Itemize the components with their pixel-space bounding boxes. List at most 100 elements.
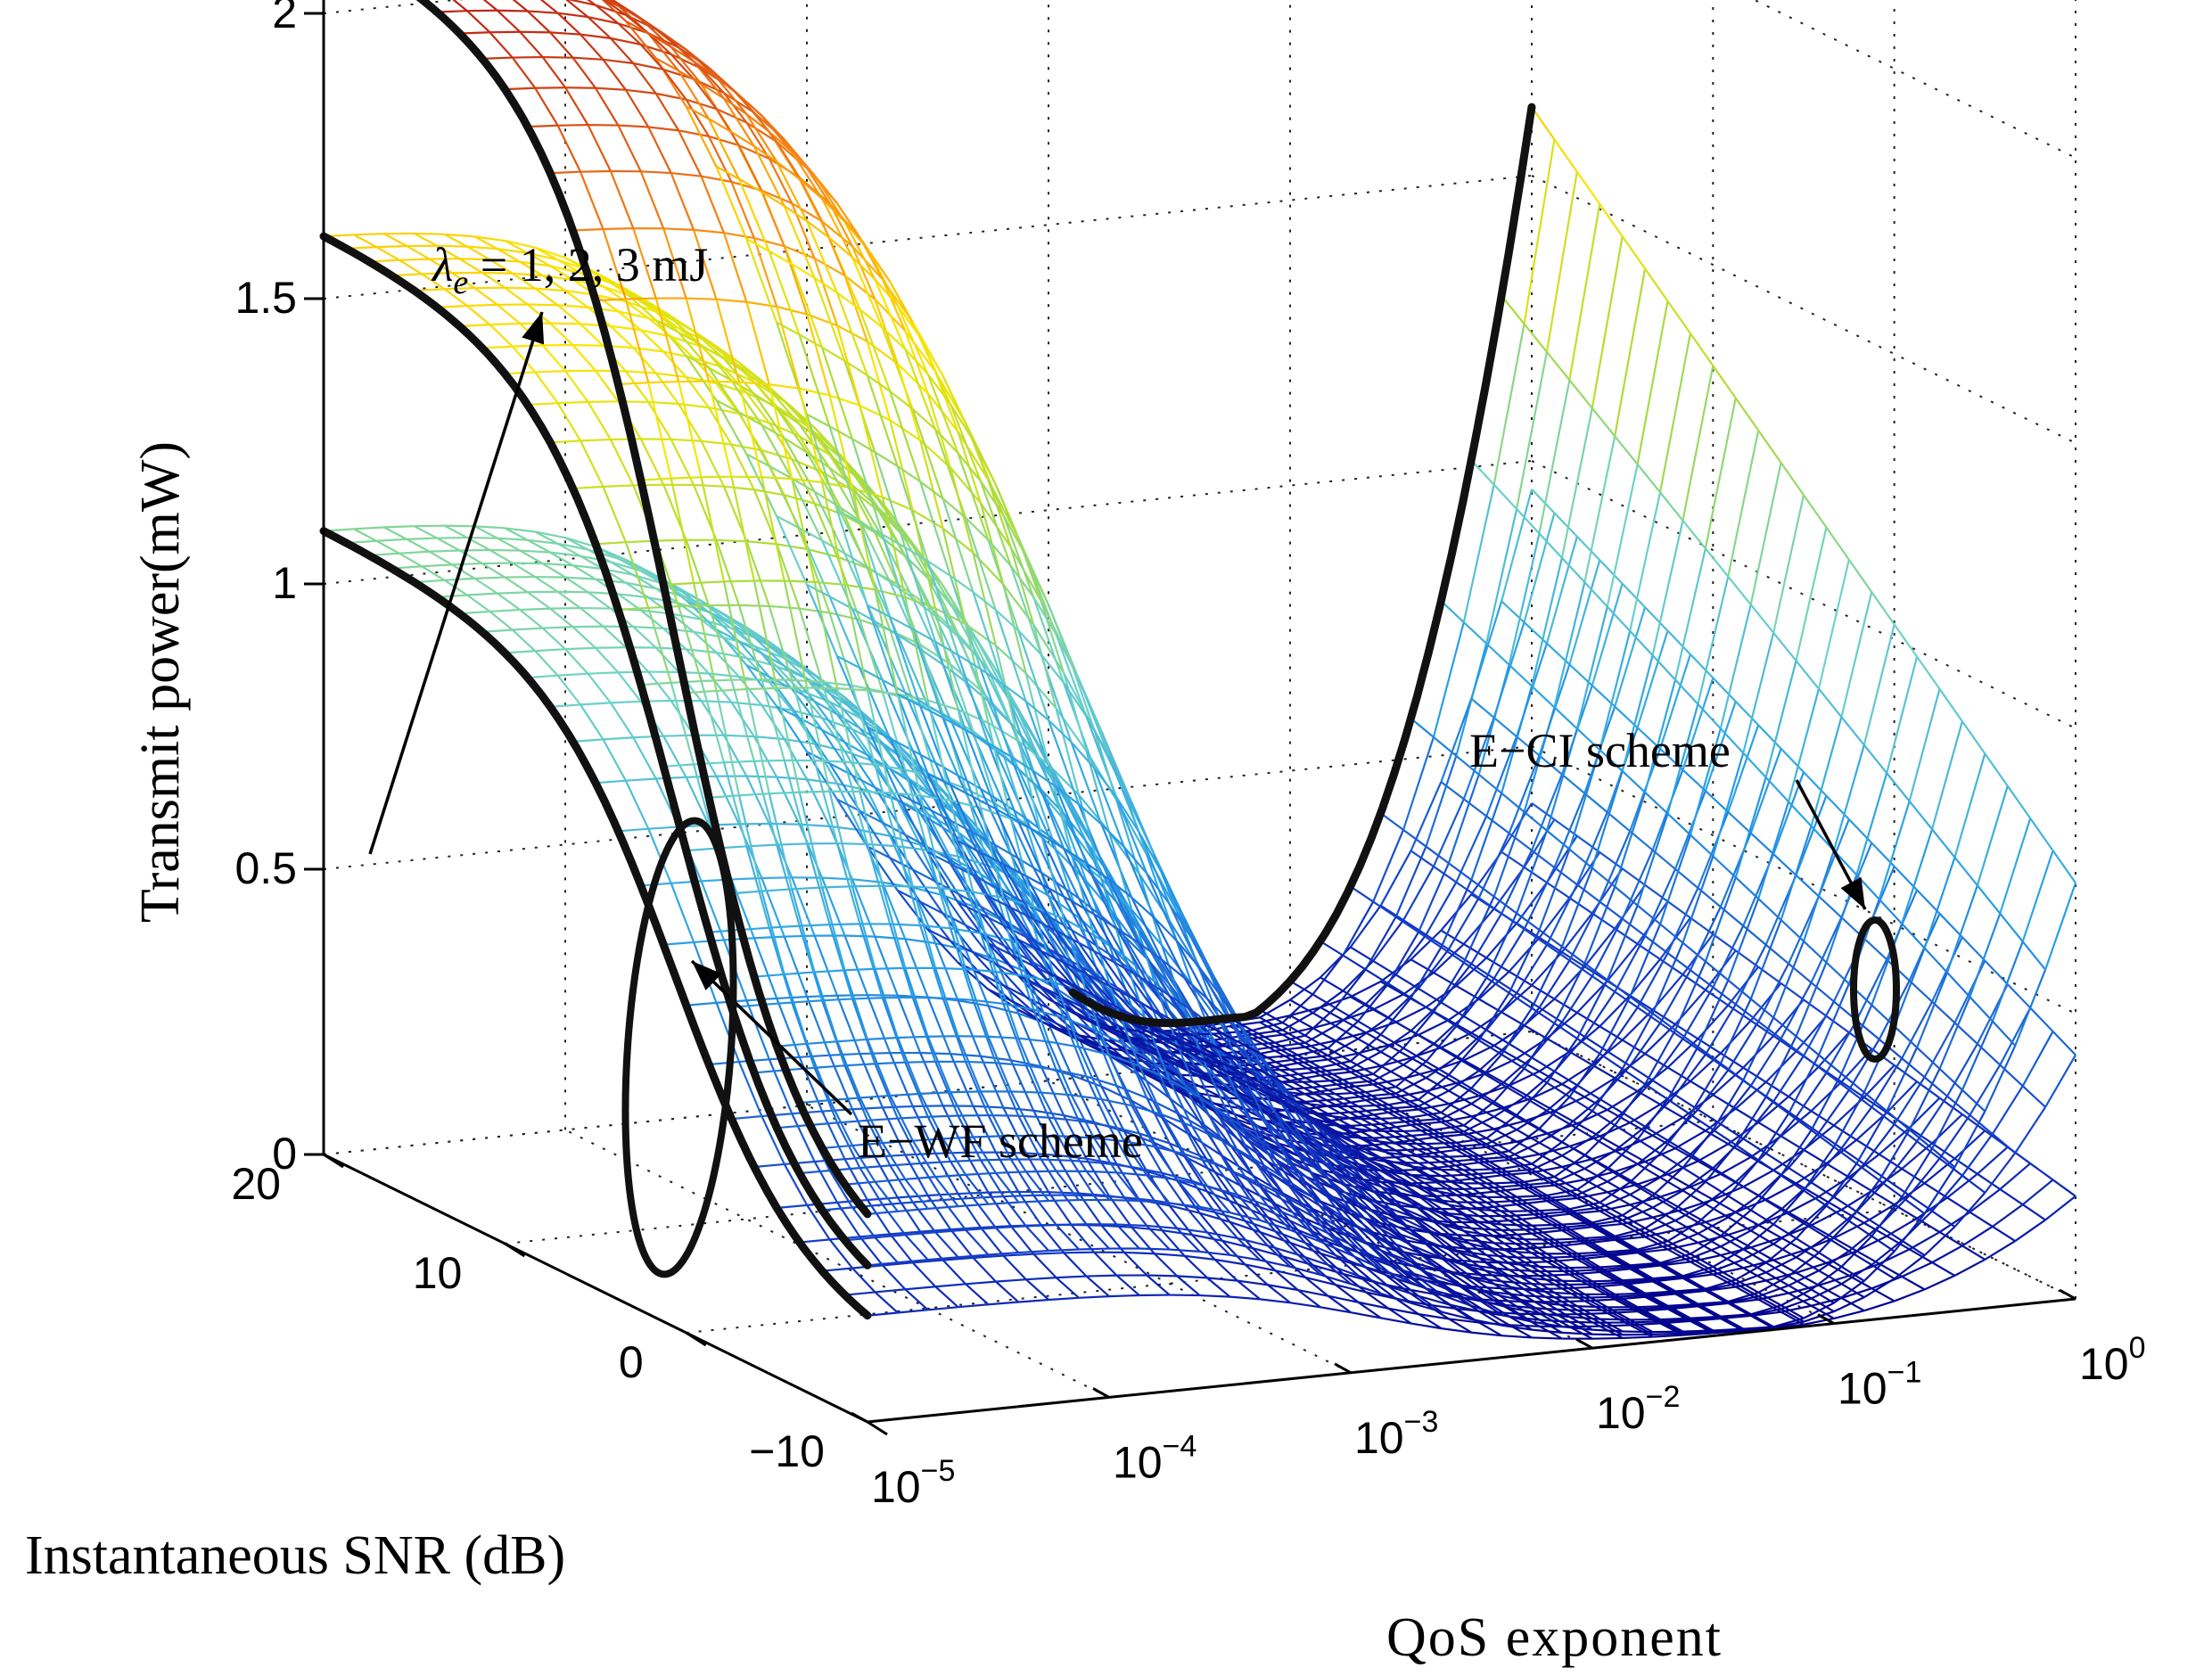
mesh-segment xyxy=(1621,850,1654,920)
mesh-segment xyxy=(1296,1058,1321,1072)
mesh-segment xyxy=(1040,1158,1065,1196)
mesh-segment xyxy=(1531,946,1563,1009)
mesh-segment xyxy=(1705,1211,1737,1224)
mesh-segment xyxy=(716,108,747,124)
mesh-segment xyxy=(791,202,823,223)
mesh-segment xyxy=(1682,768,1706,792)
mesh-segment xyxy=(1342,1216,1374,1237)
mesh-segment xyxy=(942,826,966,844)
mesh-segment xyxy=(1206,1277,1231,1298)
mesh-segment xyxy=(1720,1085,1752,1125)
mesh-segment xyxy=(1198,1154,1223,1192)
mesh-segment xyxy=(950,1228,974,1259)
mesh-segment xyxy=(1772,495,1805,633)
mesh-segment xyxy=(851,438,884,535)
mesh-segment xyxy=(564,576,596,580)
mesh-segment xyxy=(1312,1196,1344,1219)
mesh-segment xyxy=(1492,717,1517,738)
mesh-segment xyxy=(618,382,649,386)
mesh-segment xyxy=(1176,1179,1208,1193)
mesh-segment xyxy=(979,788,1012,855)
mesh-segment xyxy=(783,1163,809,1206)
mesh-segment xyxy=(1402,1077,1427,1092)
mesh-segment xyxy=(1101,1162,1132,1169)
mesh-segment xyxy=(1176,1056,1201,1072)
mesh-segment xyxy=(1289,1228,1321,1243)
mesh-segment xyxy=(1712,1248,1744,1268)
mesh-segment xyxy=(700,680,726,763)
mesh-segment xyxy=(1916,972,1949,1048)
mesh-segment xyxy=(527,402,558,407)
mesh-segment xyxy=(1440,1001,1465,1017)
mesh-segment xyxy=(1350,1128,1381,1135)
mesh-segment xyxy=(1471,1167,1502,1171)
mesh-segment xyxy=(1357,982,1389,1023)
mesh-segment xyxy=(979,932,1005,1005)
mesh-segment xyxy=(1380,1064,1404,1080)
mesh-segment xyxy=(1485,912,1518,979)
mesh-segment xyxy=(1652,1216,1676,1231)
mesh-segment xyxy=(973,1254,1004,1259)
mesh-segment xyxy=(1470,913,1503,965)
mesh-segment xyxy=(1810,1080,1843,1113)
mesh-segment xyxy=(1788,1065,1820,1097)
mesh-segment xyxy=(927,1306,958,1311)
mesh-segment xyxy=(617,593,642,612)
mesh-segment xyxy=(1463,1015,1487,1031)
mesh-segment xyxy=(988,1201,1019,1205)
mesh-segment xyxy=(1025,1277,1057,1281)
mesh-segment xyxy=(1546,1109,1571,1125)
mesh-segment xyxy=(1229,1212,1261,1221)
mesh-segment xyxy=(994,1062,1020,1117)
mesh-segment xyxy=(1667,1302,1698,1307)
mesh-segment xyxy=(1501,1280,1525,1297)
mesh-segment xyxy=(1765,1182,1797,1201)
mesh-segment xyxy=(1085,1076,1110,1127)
mesh-segment xyxy=(768,676,801,719)
mesh-segment xyxy=(527,590,558,594)
mesh-segment xyxy=(1788,1054,1820,1114)
mesh-segment xyxy=(859,1051,891,1056)
mesh-segment xyxy=(942,815,966,830)
mesh-segment xyxy=(851,1142,884,1147)
mesh-segment xyxy=(1697,1143,1729,1163)
mesh-segment xyxy=(776,665,801,691)
mesh-segment xyxy=(1100,954,1133,998)
mesh-segment xyxy=(1296,1191,1321,1222)
grid-line xyxy=(806,1104,1352,1374)
mesh-segment xyxy=(1509,970,1533,987)
mesh-segment xyxy=(942,527,974,554)
mesh-segment xyxy=(881,534,914,629)
mesh-segment xyxy=(1198,966,1231,1023)
mesh-segment xyxy=(1312,1173,1336,1204)
mesh-segment xyxy=(1017,974,1042,988)
mesh-segment xyxy=(1448,1070,1480,1092)
mesh-segment xyxy=(580,702,611,706)
mesh-segment xyxy=(753,392,777,409)
mesh-segment xyxy=(1139,1043,1163,1057)
mesh-segment xyxy=(1629,830,1654,851)
mesh-segment xyxy=(1085,1223,1110,1250)
mesh-segment xyxy=(1969,1211,1994,1228)
mesh-segment xyxy=(1107,984,1140,1020)
mesh-segment xyxy=(964,949,990,1006)
mesh-segment xyxy=(1713,1329,1744,1335)
mesh-segment xyxy=(881,513,907,556)
mesh-segment xyxy=(1440,1031,1472,1049)
mesh-segment xyxy=(1123,934,1147,959)
mesh-segment xyxy=(843,552,868,569)
mesh-segment xyxy=(844,760,876,766)
mesh-segment xyxy=(1539,1265,1570,1269)
mesh-segment xyxy=(1705,1180,1737,1205)
mesh-segment xyxy=(624,780,650,830)
mesh-segment xyxy=(1553,867,1578,886)
mesh-segment xyxy=(1689,727,1722,835)
mesh-segment xyxy=(791,1113,816,1163)
mesh-segment xyxy=(1017,820,1050,889)
mesh-segment xyxy=(1206,1113,1238,1140)
mesh-segment xyxy=(1938,996,1971,1070)
mesh-segment xyxy=(843,514,868,569)
mesh-segment xyxy=(1622,867,1646,886)
mesh-segment xyxy=(565,646,596,651)
mesh-segment xyxy=(942,1105,967,1154)
